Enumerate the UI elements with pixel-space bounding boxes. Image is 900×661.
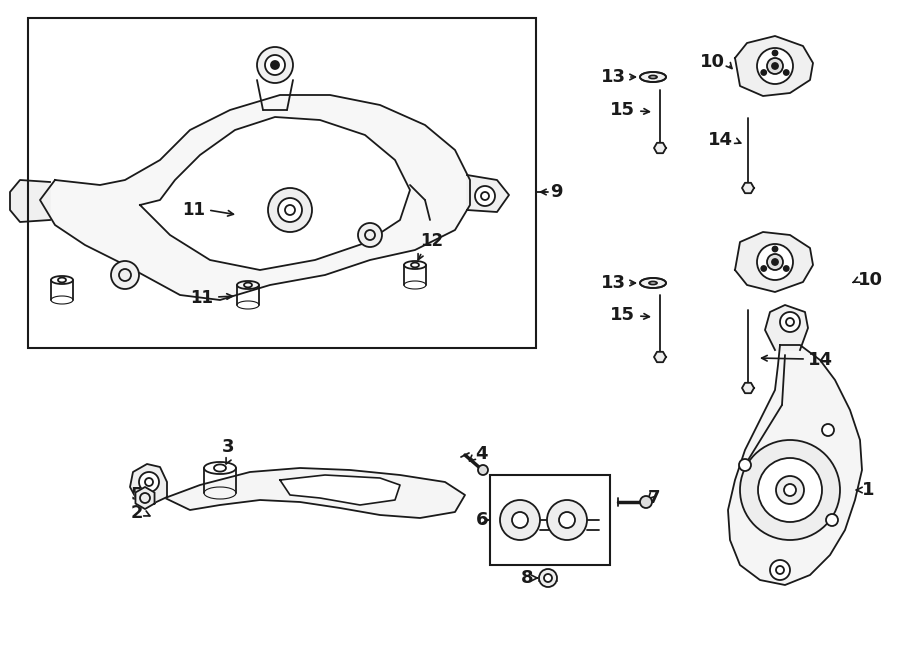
Text: 5: 5 (130, 486, 143, 504)
Circle shape (559, 512, 575, 528)
Text: 14: 14 (808, 351, 833, 369)
Text: 13: 13 (601, 68, 626, 86)
Circle shape (772, 247, 778, 251)
Polygon shape (140, 117, 410, 270)
Circle shape (271, 61, 279, 69)
Circle shape (770, 560, 790, 580)
Polygon shape (742, 183, 754, 193)
Text: 3: 3 (221, 438, 234, 456)
Circle shape (772, 50, 778, 56)
Circle shape (757, 244, 793, 280)
Circle shape (822, 424, 834, 436)
Polygon shape (130, 464, 167, 505)
Circle shape (780, 312, 800, 332)
Circle shape (784, 484, 796, 496)
Text: 7: 7 (648, 489, 661, 507)
Circle shape (776, 476, 804, 504)
Circle shape (740, 440, 840, 540)
Circle shape (257, 47, 293, 83)
Circle shape (757, 48, 793, 84)
Text: 15: 15 (610, 101, 635, 119)
Circle shape (640, 496, 652, 508)
Circle shape (772, 259, 778, 265)
Polygon shape (728, 345, 862, 585)
Polygon shape (654, 352, 666, 362)
Circle shape (139, 472, 159, 492)
Polygon shape (654, 143, 666, 153)
Circle shape (767, 254, 783, 270)
Circle shape (767, 58, 783, 74)
Polygon shape (742, 383, 754, 393)
Circle shape (268, 188, 312, 232)
Ellipse shape (640, 278, 666, 288)
Text: 1: 1 (862, 481, 875, 499)
Polygon shape (735, 36, 813, 96)
Circle shape (358, 223, 382, 247)
Circle shape (772, 63, 778, 69)
Text: 9: 9 (550, 183, 562, 201)
Circle shape (500, 500, 540, 540)
Circle shape (784, 70, 788, 75)
Circle shape (784, 266, 788, 271)
Circle shape (826, 514, 838, 526)
Polygon shape (735, 232, 813, 292)
Text: 10: 10 (700, 53, 725, 71)
Bar (490, 475, 610, 565)
Bar (28, 18, 536, 348)
Circle shape (478, 465, 488, 475)
Polygon shape (165, 468, 465, 518)
Polygon shape (40, 95, 470, 300)
Text: 8: 8 (520, 569, 533, 587)
Circle shape (739, 459, 751, 471)
Text: 12: 12 (420, 232, 443, 250)
Polygon shape (10, 180, 50, 222)
Circle shape (761, 266, 766, 271)
Text: 10: 10 (858, 271, 883, 289)
Circle shape (475, 186, 495, 206)
Text: 4: 4 (475, 445, 488, 463)
Text: 11: 11 (190, 289, 213, 307)
Text: 11: 11 (182, 201, 205, 219)
Circle shape (544, 574, 552, 582)
Polygon shape (280, 475, 400, 505)
Circle shape (265, 55, 285, 75)
Polygon shape (467, 175, 509, 212)
Text: 6: 6 (475, 511, 488, 529)
Circle shape (539, 569, 557, 587)
Circle shape (278, 198, 302, 222)
Text: 14: 14 (708, 131, 733, 149)
Circle shape (512, 512, 528, 528)
Circle shape (111, 261, 139, 289)
Text: 2: 2 (130, 504, 143, 522)
Circle shape (758, 458, 822, 522)
Text: 15: 15 (610, 306, 635, 324)
Polygon shape (765, 305, 808, 350)
Polygon shape (136, 487, 155, 509)
Circle shape (547, 500, 587, 540)
Ellipse shape (640, 72, 666, 82)
Circle shape (761, 70, 766, 75)
Text: 13: 13 (601, 274, 626, 292)
